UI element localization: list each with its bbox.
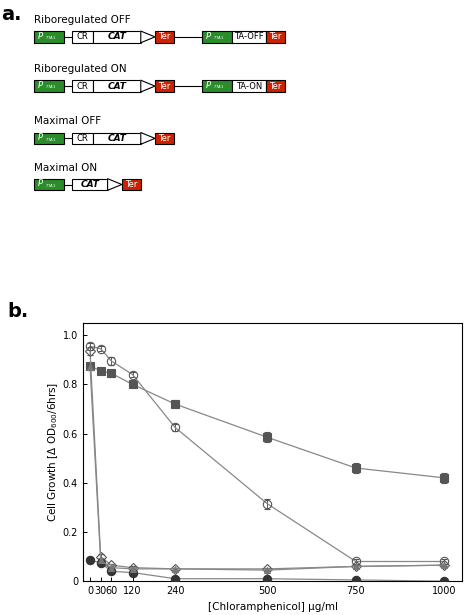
X-axis label: [Chloramphenicol] μg/ml: [Chloramphenicol] μg/ml xyxy=(208,601,337,611)
FancyBboxPatch shape xyxy=(34,31,64,42)
Text: P: P xyxy=(37,32,43,41)
Text: Ter: Ter xyxy=(158,33,171,41)
Text: P: P xyxy=(206,81,211,90)
FancyBboxPatch shape xyxy=(93,81,141,92)
Text: $_{\mathit{T7A1}}$: $_{\mathit{T7A1}}$ xyxy=(45,84,56,91)
FancyBboxPatch shape xyxy=(266,31,285,42)
Text: CR: CR xyxy=(77,82,89,90)
Text: CAT: CAT xyxy=(108,134,127,143)
Text: $_{\mathit{T7A1}}$: $_{\mathit{T7A1}}$ xyxy=(45,183,56,189)
Text: CAT: CAT xyxy=(108,82,127,90)
Text: Maximal OFF: Maximal OFF xyxy=(34,116,101,127)
Text: Ter: Ter xyxy=(125,180,137,189)
Text: Ter: Ter xyxy=(158,134,171,143)
Text: $_{\mathit{T7A1}}$: $_{\mathit{T7A1}}$ xyxy=(213,84,224,91)
FancyBboxPatch shape xyxy=(232,31,266,42)
Text: CR: CR xyxy=(77,134,89,143)
Polygon shape xyxy=(141,80,155,92)
Y-axis label: Cell Growth [Δ OD$_{600}$/6hrs]: Cell Growth [Δ OD$_{600}$/6hrs] xyxy=(46,382,60,522)
FancyBboxPatch shape xyxy=(155,133,174,144)
Text: TA-OFF: TA-OFF xyxy=(234,33,264,41)
Text: a.: a. xyxy=(1,4,21,23)
FancyBboxPatch shape xyxy=(72,81,93,92)
FancyBboxPatch shape xyxy=(72,31,93,42)
FancyBboxPatch shape xyxy=(122,179,141,191)
Text: P: P xyxy=(37,133,43,142)
Text: P: P xyxy=(37,180,43,188)
Text: P: P xyxy=(37,81,43,90)
FancyBboxPatch shape xyxy=(232,81,266,92)
Text: Ter: Ter xyxy=(158,82,171,90)
Text: Ter: Ter xyxy=(269,82,282,90)
FancyBboxPatch shape xyxy=(72,179,108,191)
FancyBboxPatch shape xyxy=(34,81,64,92)
Text: CAT: CAT xyxy=(81,180,99,189)
FancyBboxPatch shape xyxy=(155,81,174,92)
Text: Riboregulated ON: Riboregulated ON xyxy=(34,64,127,74)
FancyBboxPatch shape xyxy=(93,133,141,144)
FancyBboxPatch shape xyxy=(34,179,64,191)
FancyBboxPatch shape xyxy=(202,31,232,42)
Text: CAT: CAT xyxy=(108,33,127,41)
Polygon shape xyxy=(141,31,155,42)
FancyBboxPatch shape xyxy=(266,81,285,92)
FancyBboxPatch shape xyxy=(93,31,141,42)
Text: P: P xyxy=(206,32,211,41)
FancyBboxPatch shape xyxy=(34,133,64,144)
FancyBboxPatch shape xyxy=(72,133,93,144)
FancyBboxPatch shape xyxy=(155,31,174,42)
Text: Maximal ON: Maximal ON xyxy=(34,162,97,173)
Text: $_{\mathit{T7A1}}$: $_{\mathit{T7A1}}$ xyxy=(213,35,224,42)
Text: Riboregulated OFF: Riboregulated OFF xyxy=(34,15,131,25)
Text: TA-ON: TA-ON xyxy=(236,82,262,90)
Polygon shape xyxy=(141,133,155,144)
FancyBboxPatch shape xyxy=(202,81,232,92)
Text: $_{\mathit{T7A1}}$: $_{\mathit{T7A1}}$ xyxy=(45,137,56,143)
Text: b.: b. xyxy=(7,302,28,321)
Polygon shape xyxy=(108,179,122,191)
Text: CR: CR xyxy=(77,33,89,41)
Text: Ter: Ter xyxy=(269,33,282,41)
Text: $_{\mathit{T7A1}}$: $_{\mathit{T7A1}}$ xyxy=(45,35,56,42)
